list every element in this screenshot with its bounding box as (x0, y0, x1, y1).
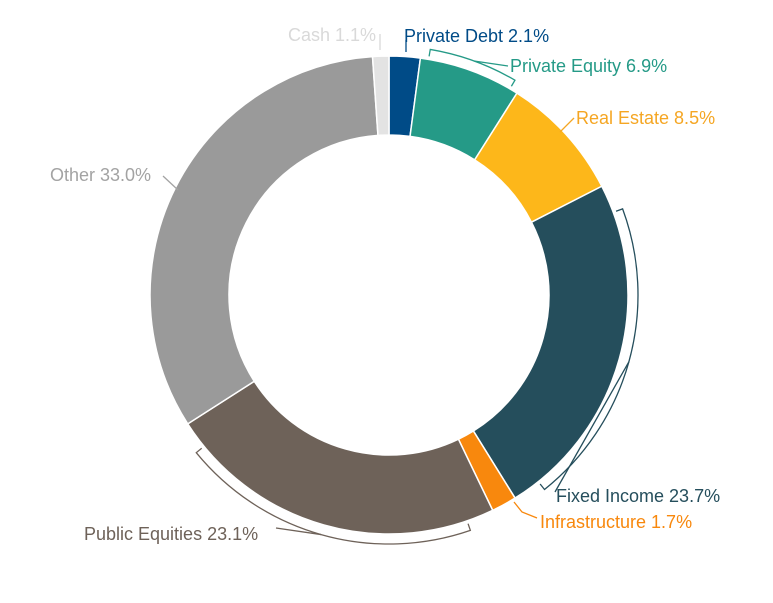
leader-connector-private-equity (473, 60, 509, 67)
label-private-equity: Private Equity 6.9% (510, 56, 667, 76)
label-fixed-income: Fixed Income 23.7% (556, 486, 720, 506)
leader-connector-fixed-income (554, 361, 630, 493)
label-public-equities: Public Equities 23.1% (84, 524, 258, 544)
label-real-estate: Real Estate 8.5% (576, 108, 715, 128)
leader-real-estate (559, 117, 575, 133)
label-infrastructure: Infrastructure 1.7% (540, 512, 692, 532)
slice-other (149, 55, 379, 425)
leader-other (162, 175, 179, 191)
label-private-debt: Private Debt 2.1% (404, 26, 549, 46)
leader-infrastructure (513, 501, 538, 519)
slice-cash (371, 55, 390, 137)
label-other: Other 33.0% (50, 165, 151, 185)
label-cash: Cash 1.1% (288, 25, 376, 45)
leader-private-equity (428, 48, 516, 87)
slice-public-equities (186, 380, 494, 535)
leader-connector-public-equities (275, 527, 322, 536)
slice-fixed-income (472, 185, 629, 500)
